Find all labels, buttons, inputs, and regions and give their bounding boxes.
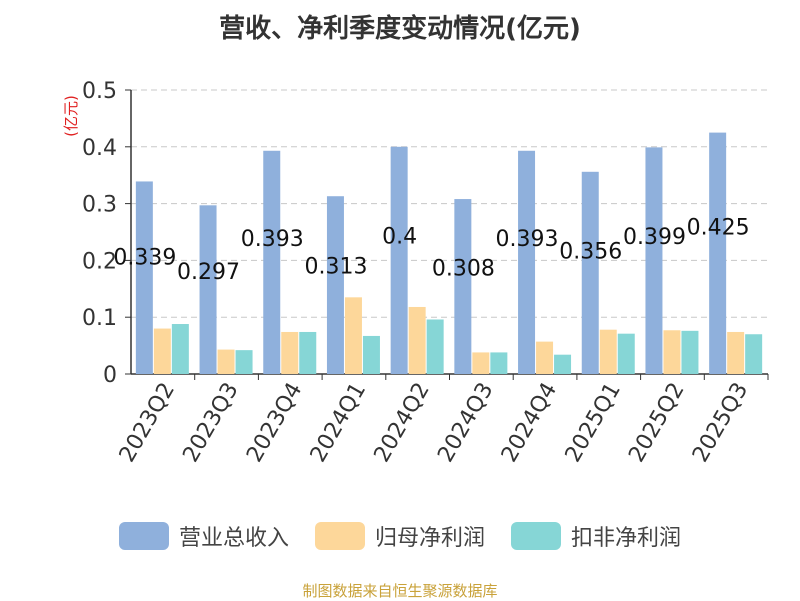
bar-revenue xyxy=(135,181,153,374)
legend-item-revenue[interactable]: 营业总收入 xyxy=(118,520,289,552)
legend-label-revenue: 营业总收入 xyxy=(178,526,289,551)
bar-deducted-profit xyxy=(617,333,635,374)
bar-deducted-profit xyxy=(745,334,763,374)
bar-net-profit xyxy=(599,329,617,374)
bar-revenue xyxy=(518,150,536,374)
legend: 营业总收入 归母净利润 扣非净利润 xyxy=(0,520,800,552)
bar-revenue xyxy=(390,146,408,374)
x-tick-label: 2024Q4 xyxy=(497,379,562,467)
legend-swatch-net-profit xyxy=(314,522,365,550)
bar-deducted-profit xyxy=(681,330,699,374)
bar-net-profit xyxy=(281,331,299,374)
bar-net-profit xyxy=(663,330,681,374)
x-tick-label: 2024Q1 xyxy=(306,379,371,467)
legend-swatch-revenue xyxy=(118,522,169,550)
x-tick-label: 2024Q3 xyxy=(433,378,498,466)
bar-revenue xyxy=(454,199,472,374)
data-label-revenue: 0.4 xyxy=(382,224,417,249)
bar-deducted-profit xyxy=(171,324,189,374)
bar-net-profit xyxy=(408,306,426,374)
bar-revenue xyxy=(326,196,344,374)
bar-revenue xyxy=(645,147,663,374)
y-tick-label: 0.2 xyxy=(82,249,117,274)
legend-label-net-profit: 归母净利润 xyxy=(374,526,485,551)
bar-revenue xyxy=(709,132,727,374)
legend-item-net-profit[interactable]: 归母净利润 xyxy=(314,520,485,552)
bar-net-profit xyxy=(536,341,554,374)
y-axis-label: (亿元) xyxy=(62,95,80,137)
x-tick-label: 2025Q2 xyxy=(624,379,689,467)
data-source-note: 制图数据来自恒生聚源数据库 xyxy=(302,582,498,600)
bar-net-profit xyxy=(153,328,171,374)
y-tick-label: 0.4 xyxy=(82,136,117,161)
bar-deducted-profit xyxy=(426,319,444,374)
bar-revenue xyxy=(199,205,217,374)
bar-net-profit xyxy=(344,297,362,374)
data-label-revenue: 0.308 xyxy=(432,256,495,281)
chart-title: 营收、净利季度变动情况(亿元) xyxy=(219,14,581,44)
bar-deducted-profit xyxy=(235,350,253,374)
bar-net-profit xyxy=(472,352,490,374)
legend-item-deducted-profit[interactable]: 扣非净利润 xyxy=(511,520,681,552)
bar-revenue xyxy=(581,171,599,374)
data-label-revenue: 0.297 xyxy=(177,260,240,285)
bar-deducted-profit xyxy=(362,335,380,374)
x-tick-label: 2023Q3 xyxy=(178,379,243,467)
data-label-revenue: 0.425 xyxy=(687,216,750,241)
x-tick-label: 2024Q2 xyxy=(370,379,435,467)
y-tick-label: 0.3 xyxy=(82,193,117,218)
x-tick-label: 2025Q1 xyxy=(561,379,626,467)
x-tick-label: 2025Q3 xyxy=(688,379,753,467)
bar-deducted-profit xyxy=(554,354,572,374)
bar-revenue xyxy=(263,150,281,374)
legend-label-deducted-profit: 扣非净利润 xyxy=(571,526,682,551)
x-tick-label: 2023Q2 xyxy=(115,379,180,467)
data-label-revenue: 0.313 xyxy=(304,255,367,280)
bar-deducted-profit xyxy=(299,331,317,374)
legend-swatch-deducted-profit xyxy=(511,522,561,550)
data-label-revenue: 0.356 xyxy=(559,240,622,265)
bar-deducted-profit xyxy=(490,352,508,374)
y-tick-label: 0.1 xyxy=(82,306,117,331)
data-label-revenue: 0.393 xyxy=(496,227,559,252)
y-tick-label: 0 xyxy=(103,363,117,388)
y-tick-label: 0.5 xyxy=(82,79,117,104)
bar-net-profit xyxy=(217,349,235,374)
bar-net-profit xyxy=(727,331,745,374)
data-label-revenue: 0.339 xyxy=(113,246,176,271)
data-label-revenue: 0.393 xyxy=(241,227,304,252)
x-tick-label: 2023Q4 xyxy=(242,379,307,467)
data-label-revenue: 0.399 xyxy=(623,225,686,250)
